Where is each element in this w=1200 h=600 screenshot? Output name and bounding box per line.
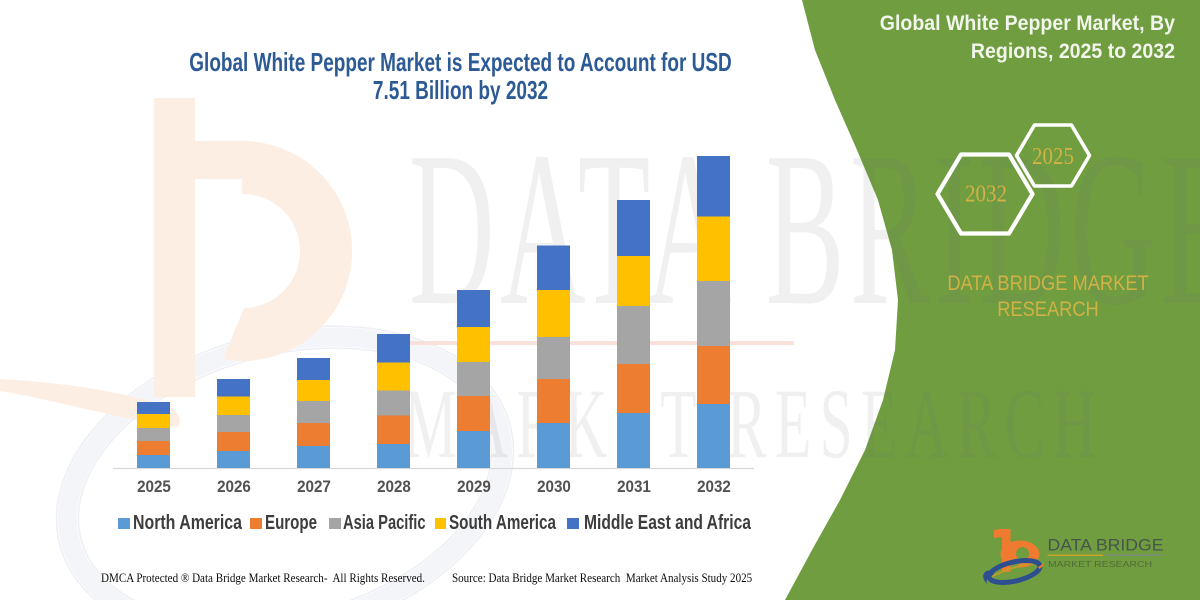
svg-text:DATA BRIDGE: DATA BRIDGE [1048,536,1164,555]
svg-text:MARKET RESEARCH: MARKET RESEARCH [1048,559,1152,569]
svg-text:2032: 2032 [965,181,1007,208]
svg-text:2025: 2025 [1032,143,1074,170]
svg-text:MARKET RESEARCH: MARKET RESEARCH [404,368,1104,479]
